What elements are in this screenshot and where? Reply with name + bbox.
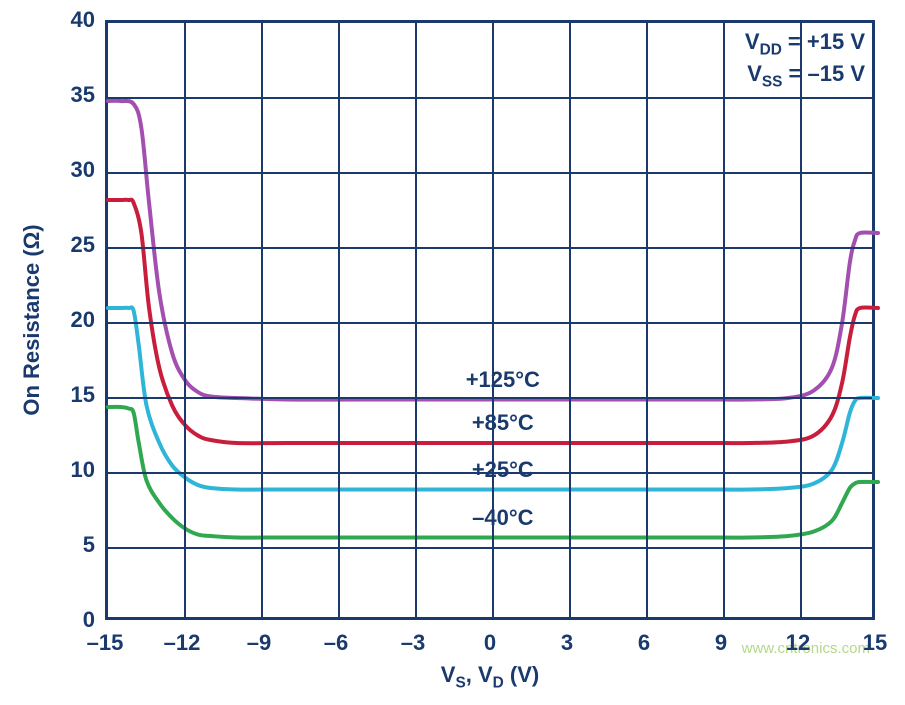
y-tick-label: 35 — [60, 82, 95, 108]
gridline-horizontal — [108, 547, 872, 549]
x-tick-label: 0 — [484, 630, 496, 656]
gridline-vertical — [800, 23, 802, 617]
x-tick-label: 12 — [786, 630, 810, 656]
gridline-horizontal — [108, 172, 872, 174]
x-tick-label: –12 — [164, 630, 201, 656]
y-tick-label: 10 — [60, 457, 95, 483]
y-tick-label: 25 — [60, 232, 95, 258]
x-tick-label: –9 — [247, 630, 271, 656]
y-tick-label: 0 — [60, 607, 95, 633]
gridline-vertical — [184, 23, 186, 617]
y-tick-label: 20 — [60, 307, 95, 333]
x-tick-label: 9 — [715, 630, 727, 656]
x-tick-label: –15 — [87, 630, 124, 656]
y-tick-label: 40 — [60, 7, 95, 33]
y-axis-label: On Resistance (Ω) — [19, 224, 45, 415]
gridline-horizontal — [108, 247, 872, 249]
series-label-25C: +25°C — [472, 457, 534, 483]
gridline-horizontal — [108, 322, 872, 324]
y-tick-label: 5 — [60, 532, 95, 558]
gridline-horizontal — [108, 97, 872, 99]
gridline-horizontal — [108, 397, 872, 399]
series-label-125C: +125°C — [466, 367, 540, 393]
gridline-vertical — [646, 23, 648, 617]
series-label-m40C: –40°C — [472, 505, 533, 531]
x-tick-label: –3 — [401, 630, 425, 656]
y-tick-label: 30 — [60, 157, 95, 183]
y-tick-label: 15 — [60, 382, 95, 408]
gridline-vertical — [723, 23, 725, 617]
chart-container: On Resistance (Ω) VS, VD (V) VDD = +15 V… — [0, 0, 905, 705]
series-label-85C: +85°C — [472, 410, 534, 436]
gridline-vertical — [338, 23, 340, 617]
x-tick-label: 6 — [638, 630, 650, 656]
x-tick-label: 15 — [863, 630, 887, 656]
x-tick-label: –6 — [324, 630, 348, 656]
x-axis-label: VS, VD (V) — [441, 662, 539, 692]
x-tick-label: 3 — [561, 630, 573, 656]
gridline-vertical — [569, 23, 571, 617]
gridline-vertical — [261, 23, 263, 617]
supply-annotation: VDD = +15 VVSS = –15 V — [745, 28, 865, 91]
gridline-vertical — [415, 23, 417, 617]
